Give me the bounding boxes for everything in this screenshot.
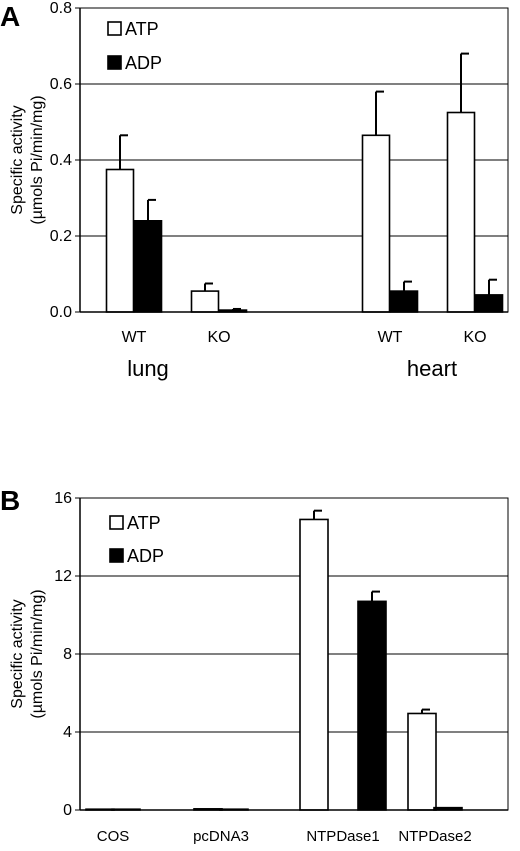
- panel-a-y-tick-label: 0.6: [50, 76, 72, 93]
- panel-a-category-label: WT: [122, 329, 147, 346]
- panel-b-plot-area: [79, 497, 509, 811]
- panel-a-y-tick-label: 0.4: [50, 152, 72, 169]
- panel-a-group-label: heart: [407, 356, 457, 381]
- panel-a-bar-atp-2: [190, 290, 220, 313]
- panel-a-bar-adp-4: [474, 294, 504, 313]
- panel-b-legend-label-adp: ADP: [127, 546, 164, 566]
- panel-b-chart: B Specific activity (µmols Pi/min/mg) 0 4…: [0, 485, 509, 845]
- panel-a-y-tick-label: 0.0: [50, 304, 72, 321]
- panel-b-y-tick-label: 4: [63, 724, 72, 741]
- panel-a-letter: A: [0, 1, 20, 32]
- panel-b-category-label: NTPDase1: [306, 828, 379, 845]
- panel-a-y-axis-label-line1: Specific activity: [9, 105, 26, 214]
- panel-b-y-tick-label: 16: [54, 490, 72, 507]
- panel-b-x-axis: COS pcDNA3 NTPDase1 NTPDase2: [80, 809, 508, 845]
- panel-b-legend-label-atp: ATP: [127, 513, 161, 533]
- panel-a-x-axis: WT KO WT KO lung heart: [80, 311, 508, 381]
- panel-a-y-axis: 0.0 0.2 0.4 0.6 0.8: [50, 0, 81, 321]
- panel-b-y-axis-label-line1: Specific activity: [9, 599, 26, 708]
- panel-a-chart: A Specific activity (µmols Pi/min/mg) 0.…: [0, 0, 509, 381]
- panel-b-letter: B: [0, 485, 20, 516]
- panel-a-category-label: KO: [207, 329, 230, 346]
- panel-b-y-tick-label: 8: [63, 646, 72, 663]
- panel-a-bar-atp-4: [446, 111, 476, 313]
- panel-a-group-label: lung: [127, 356, 169, 381]
- panel-b-category-label: COS: [97, 828, 130, 845]
- panel-a-bar-adp-1: [133, 220, 163, 313]
- panel-b-bar-atp-4: [407, 712, 437, 811]
- panel-a-legend-swatch-atp: [107, 21, 122, 36]
- panel-a-legend-swatch-adp: [107, 55, 122, 70]
- panel-a-y-tick-label: 0.2: [50, 228, 72, 245]
- panel-a-category-label: KO: [463, 329, 486, 346]
- panel-b-legend: ATP ADP: [109, 513, 164, 566]
- panel-b-legend-swatch-adp: [109, 548, 124, 563]
- panel-a-category-label: WT: [378, 329, 403, 346]
- panel-b-y-axis-label-line2: (µmols Pi/min/mg): [29, 589, 46, 718]
- panel-a-legend-label-adp: ADP: [125, 53, 162, 73]
- panel-b-category-label: NTPDase2: [398, 828, 471, 845]
- panel-a-bar-adp-3: [389, 290, 419, 313]
- panel-b-bar-adp-3: [357, 600, 387, 811]
- panel-a-y-axis-label-line2: (µmols Pi/min/mg): [29, 95, 46, 224]
- panel-a-legend: ATP ADP: [107, 19, 162, 73]
- panel-a-bar-atp-1: [105, 168, 135, 313]
- panel-b-bar-atp-3: [299, 518, 329, 811]
- panel-b-y-tick-label: 0: [63, 802, 72, 819]
- panel-b-y-tick-label: 12: [54, 568, 72, 585]
- panel-a-y-tick-label: 0.8: [50, 0, 72, 17]
- panel-b-legend-swatch-atp: [109, 515, 124, 530]
- panel-a-bar-atp-3: [361, 134, 391, 313]
- panel-b-category-label: pcDNA3: [193, 828, 249, 845]
- panel-b-y-axis: 0 4 8 12 16: [54, 490, 81, 819]
- panel-a-legend-label-atp: ATP: [125, 19, 159, 39]
